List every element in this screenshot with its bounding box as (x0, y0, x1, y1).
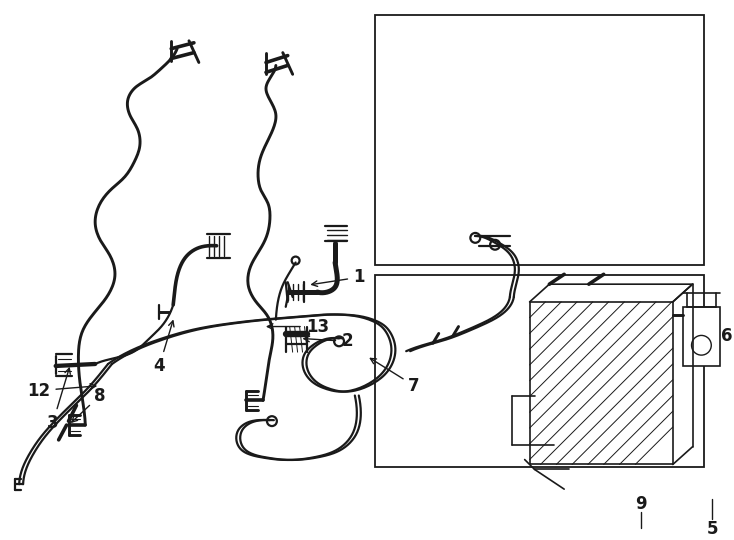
Text: 1: 1 (312, 268, 365, 286)
Text: 6: 6 (705, 319, 733, 346)
Text: 10: 10 (0, 539, 1, 540)
Text: 12: 12 (27, 382, 96, 400)
Bar (683, 307, 720, 366)
Text: 13: 13 (267, 318, 329, 335)
Text: 4: 4 (153, 321, 174, 375)
Text: 7: 7 (371, 359, 420, 395)
Text: 5: 5 (707, 519, 718, 537)
Text: 9: 9 (636, 495, 647, 513)
Bar (530, 302, 673, 464)
Text: 2: 2 (304, 332, 353, 350)
Text: 3: 3 (47, 368, 70, 432)
Text: 8: 8 (72, 387, 106, 422)
Text: 11: 11 (0, 539, 1, 540)
Bar (374, 275, 705, 467)
Bar (374, 15, 705, 265)
